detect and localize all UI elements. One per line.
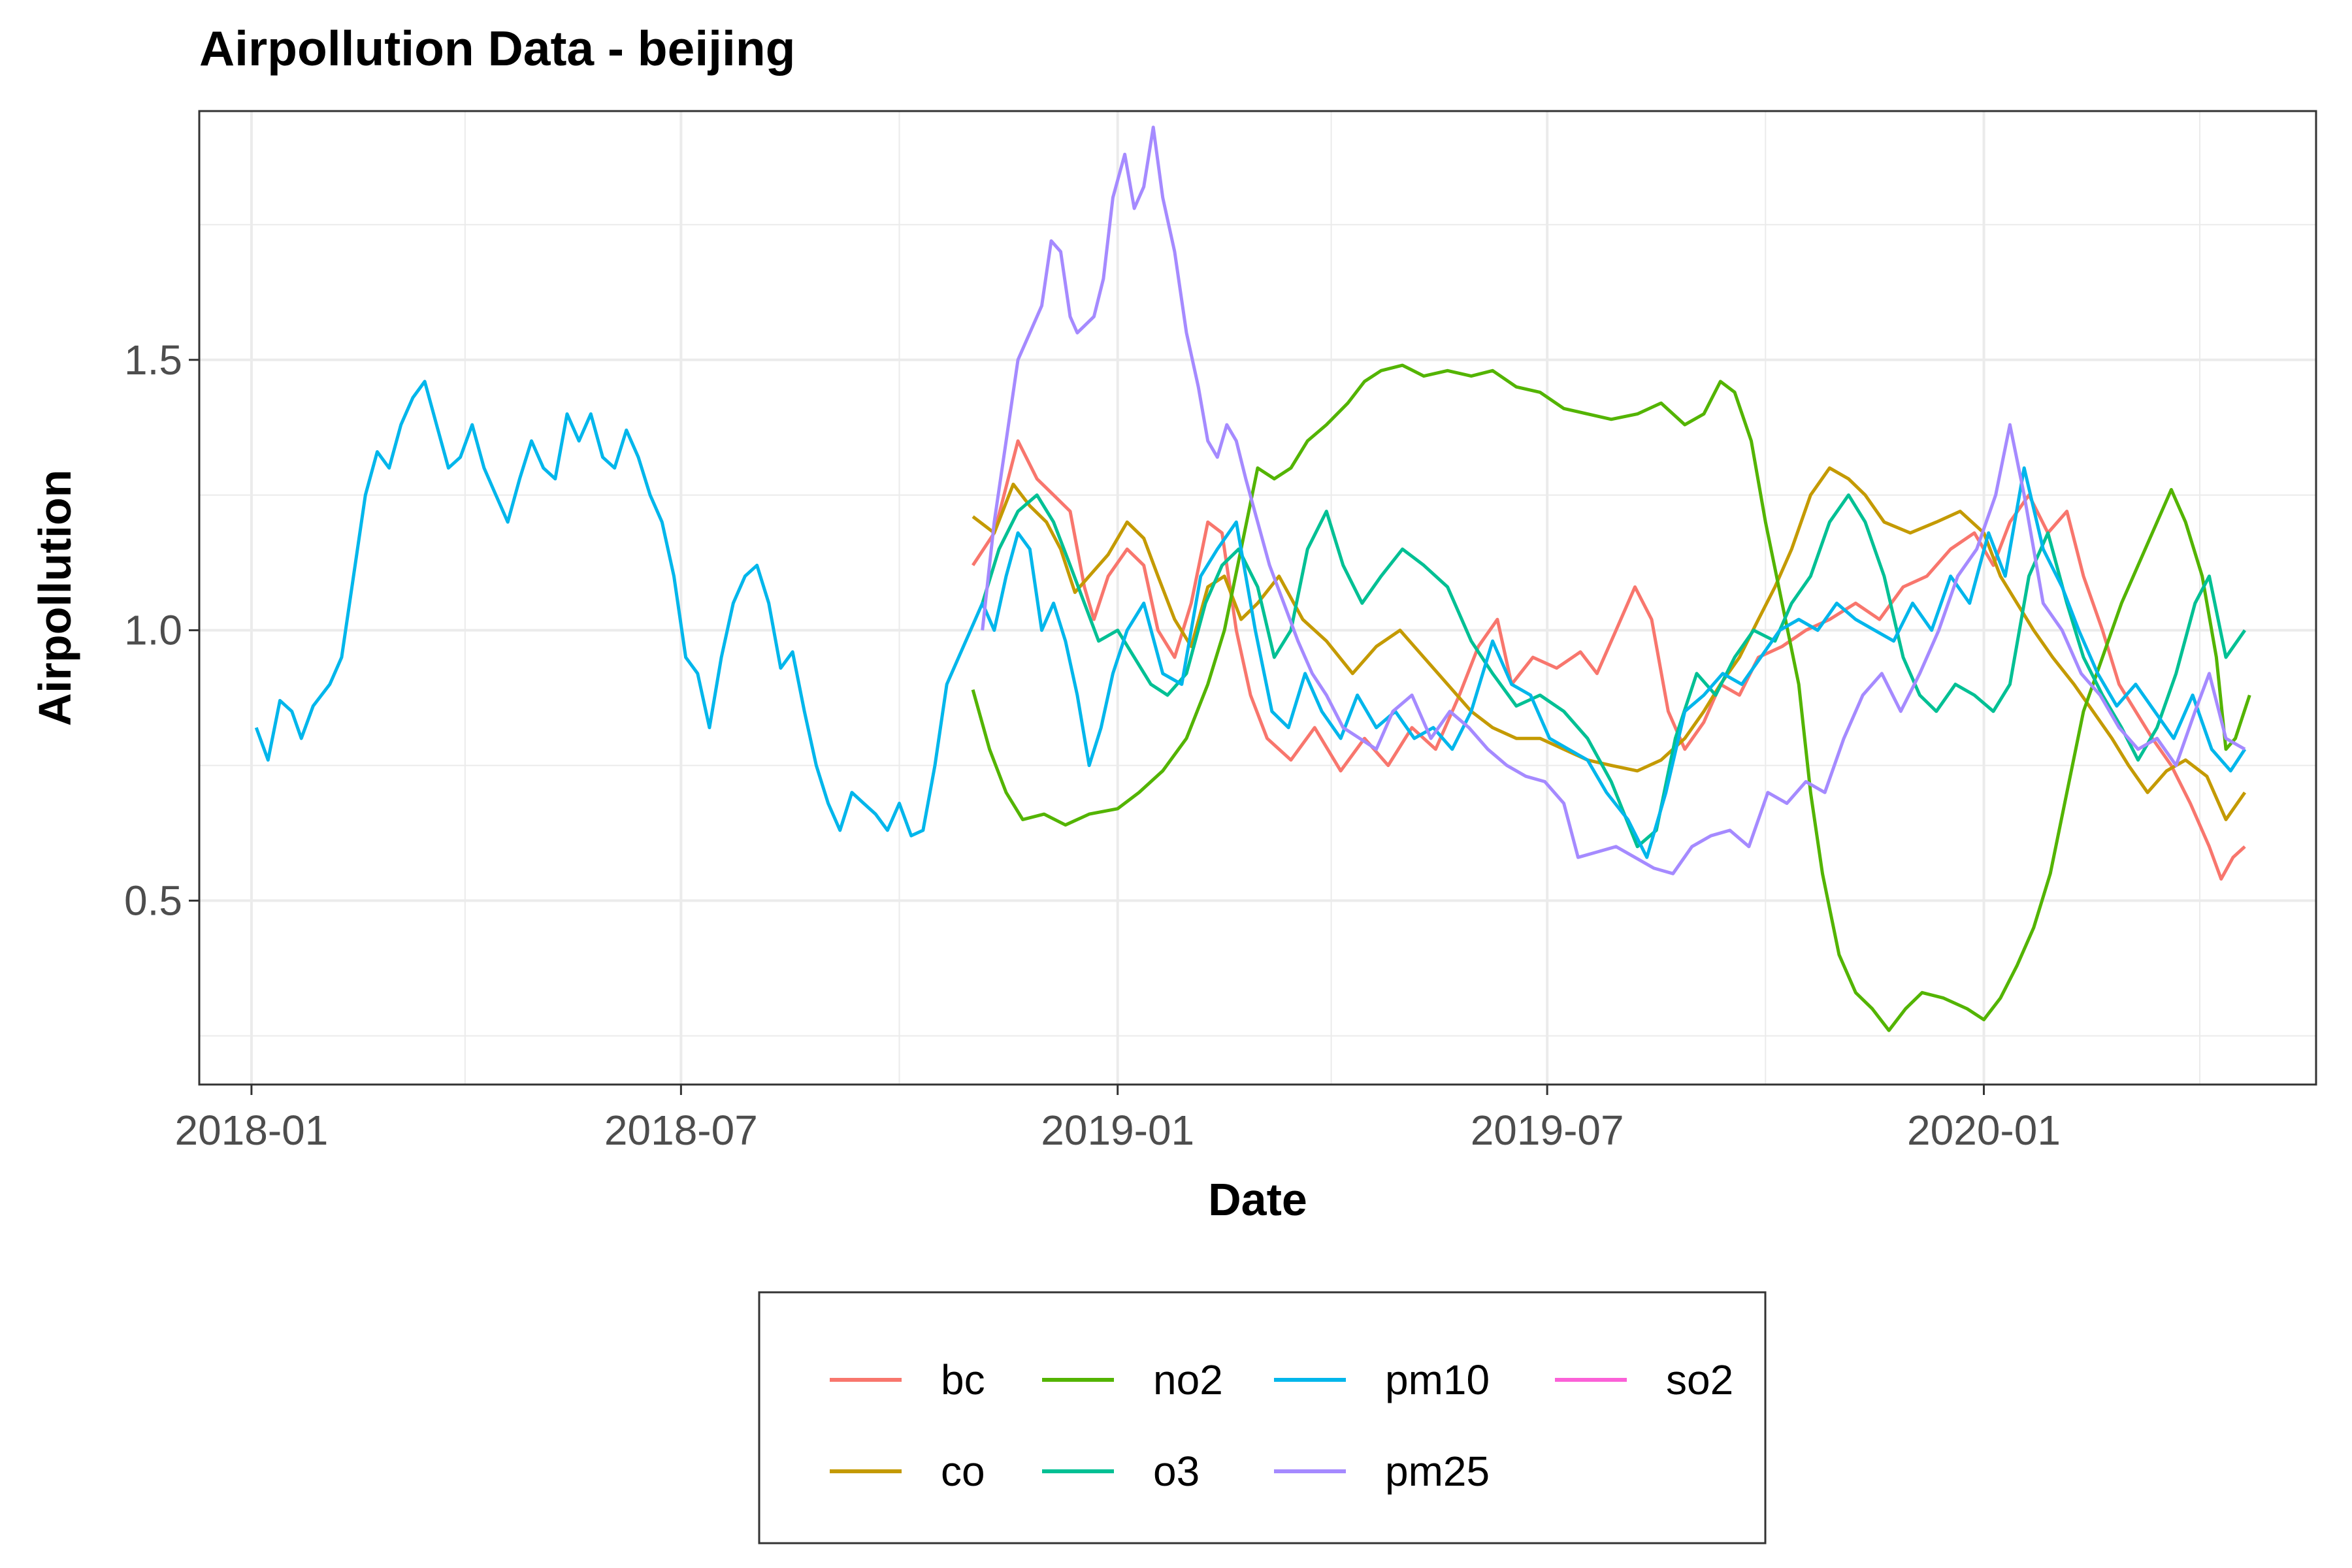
series-lines	[254, 125, 2251, 1032]
x-tick-label: 2018-07	[604, 1107, 758, 1154]
x-axis: 2018-01 2018-07 2019-01 2019-07 2020-01	[174, 1085, 2061, 1154]
major-gridlines	[199, 111, 2316, 1085]
minor-gridlines	[199, 111, 2316, 1085]
y-tick-label: 1.0	[124, 607, 182, 654]
legend: bc co no2 o3 pm10 pm25 so2	[758, 1291, 1767, 1544]
series-line-no2	[971, 363, 2251, 1032]
y-tick-label: 0.5	[124, 877, 182, 924]
y-axis-title: Airpollution	[29, 470, 80, 727]
series-line-co	[972, 466, 2247, 821]
legend-label-o3: o3	[1153, 1448, 1200, 1495]
y-axis: 0.5 1.0 1.5	[124, 336, 199, 924]
legend-label-co: co	[941, 1448, 985, 1495]
legend-box	[758, 1291, 1767, 1544]
chart-title: Airpollution Data - beijing	[199, 21, 795, 76]
series-line-pm10	[254, 380, 2247, 859]
series-line-bc	[972, 439, 2246, 881]
plot-border	[198, 110, 2317, 1086]
plot-panel	[199, 111, 2316, 1085]
x-tick-label: 2019-07	[1471, 1107, 1624, 1154]
legend-label-so2: so2	[1666, 1356, 1733, 1403]
x-axis-title: Date	[1208, 1174, 1307, 1225]
legend-label-bc: bc	[941, 1356, 985, 1403]
legend-label-no2: no2	[1153, 1356, 1223, 1403]
x-tick-label: 2020-01	[1907, 1107, 2061, 1154]
x-tick-label: 2019-01	[1041, 1107, 1194, 1154]
legend-label-pm10: pm10	[1385, 1356, 1490, 1403]
x-tick-label: 2018-01	[174, 1107, 328, 1154]
legend-label-pm25: pm25	[1385, 1448, 1490, 1495]
y-tick-label: 1.5	[124, 336, 182, 384]
series-line-pm25	[981, 125, 2246, 875]
